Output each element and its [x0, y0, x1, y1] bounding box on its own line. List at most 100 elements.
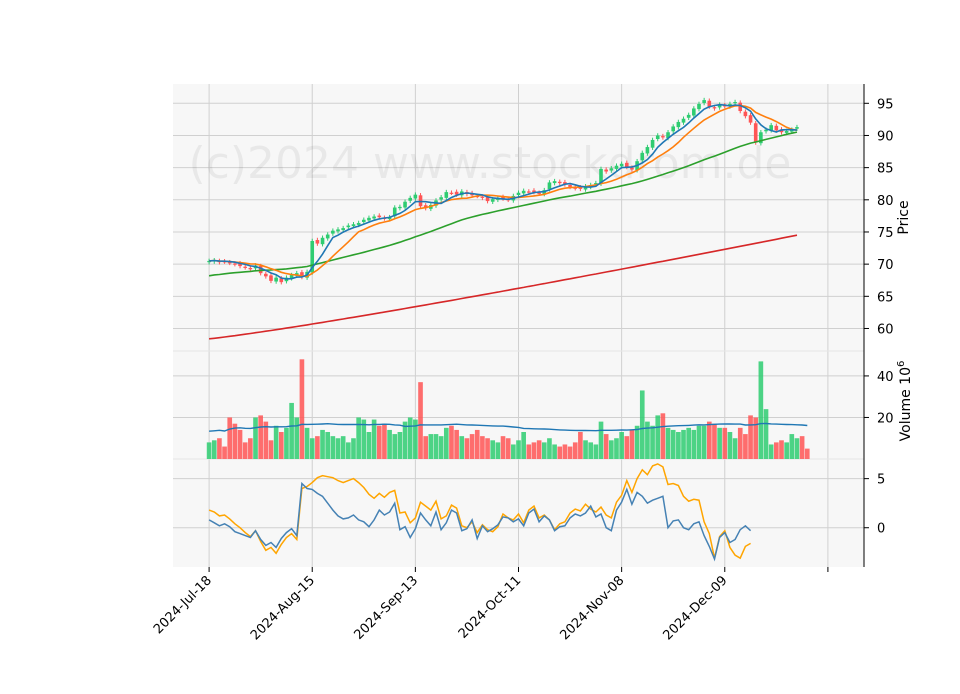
volume-bar [407, 417, 413, 459]
candle-body [743, 111, 748, 117]
candle-body [480, 196, 485, 198]
volume-bar [578, 432, 583, 459]
volume-bar [681, 429, 686, 459]
volume-bar [325, 432, 331, 459]
candle-body [686, 114, 691, 118]
candle-body [289, 275, 294, 279]
candle-body [738, 102, 743, 112]
candle-body [748, 115, 753, 123]
volume-bar [294, 417, 300, 459]
candle-body [624, 162, 629, 167]
candle-body [233, 263, 237, 265]
oscillator-line-blue [208, 481, 752, 562]
volume-bar [485, 438, 490, 459]
volume-bar [763, 409, 769, 459]
candle-body [413, 194, 418, 199]
volume-bar [232, 423, 238, 459]
volume-bar [263, 421, 269, 459]
volume-bar [804, 448, 810, 459]
candle-body [423, 205, 428, 209]
candle-body [537, 192, 541, 194]
volume-bar [645, 421, 650, 459]
volume-bar [340, 436, 346, 459]
candle-body [697, 103, 701, 110]
candle-body [712, 107, 717, 109]
candle-body [779, 129, 784, 133]
volume-bar [536, 440, 542, 459]
candle-body [207, 260, 211, 263]
candle-body [274, 277, 278, 282]
candle-body [320, 237, 325, 245]
volume-bar [413, 419, 418, 459]
volume-bar [541, 442, 547, 459]
volume-bar [309, 438, 315, 459]
candle-body [521, 190, 526, 194]
candle-body [692, 108, 696, 116]
volume-bar [660, 413, 666, 459]
volume-axis-tick-label: 40 [877, 370, 894, 385]
candle-body [604, 169, 608, 172]
watermark: (c)2024 www.stockdrom.de [189, 138, 792, 189]
candle-body [568, 185, 572, 187]
candle-body [341, 228, 345, 231]
volume-bar [562, 444, 568, 459]
candle-body [372, 216, 376, 219]
oscillator-axis-tick-label: 5 [877, 473, 885, 488]
candle-body [248, 268, 253, 270]
volume-bar [516, 440, 521, 459]
ma-mid-line [209, 104, 798, 278]
volume-bar [634, 425, 640, 459]
volume-bar [217, 438, 222, 459]
x-tick-label: 2024-Oct-11 [456, 573, 524, 641]
volume-bar [619, 432, 624, 459]
candle-body [398, 206, 402, 209]
volume-bar [557, 446, 563, 459]
candle-body [501, 196, 505, 199]
volume-bar [428, 434, 434, 459]
volume-bar [732, 438, 738, 459]
volume-bar [603, 434, 609, 459]
volume-bar [490, 440, 496, 459]
x-tick-label: 2024-Nov-08 [557, 573, 627, 643]
price-axis-tick-label: 95 [877, 97, 894, 112]
volume-bar [629, 429, 635, 459]
volume-bar [696, 425, 702, 459]
candle-body [702, 100, 706, 103]
candle-body [238, 263, 242, 267]
volume-bar [774, 442, 779, 459]
candle-body [269, 275, 273, 281]
volume-bar [655, 415, 661, 459]
volume-bar [315, 436, 320, 459]
volume-bar [433, 434, 439, 459]
candle-body [403, 201, 407, 208]
candle-body [563, 182, 567, 185]
volume-bar [237, 429, 243, 459]
volume-bar [248, 438, 253, 459]
volume-bar [382, 423, 387, 459]
x-tick-label: 2024-Jul-18 [151, 573, 215, 637]
candle-body [527, 191, 531, 193]
volume-bar [748, 415, 753, 459]
volume-bar [299, 359, 305, 459]
volume-bar [242, 442, 248, 459]
candle-body [790, 129, 794, 132]
volume-bar [371, 419, 377, 459]
candle-body [331, 230, 335, 234]
volume-bar [320, 429, 325, 459]
volume-bar [500, 436, 506, 459]
volume-bar [639, 390, 645, 459]
x-tick-label: 2024-Dec-09 [660, 573, 730, 643]
candle-body [356, 222, 361, 225]
volume-bar [717, 427, 722, 459]
candle-body [645, 147, 650, 154]
candle-body [676, 121, 681, 128]
candle-body [346, 225, 351, 228]
volume-bar [511, 444, 516, 459]
volume-bar [691, 429, 697, 459]
price-axis-tick-label: 70 [877, 258, 894, 273]
candle-body [336, 229, 340, 232]
volume-bar [464, 438, 470, 459]
volume-bar [438, 436, 444, 459]
candle-body [650, 139, 655, 148]
